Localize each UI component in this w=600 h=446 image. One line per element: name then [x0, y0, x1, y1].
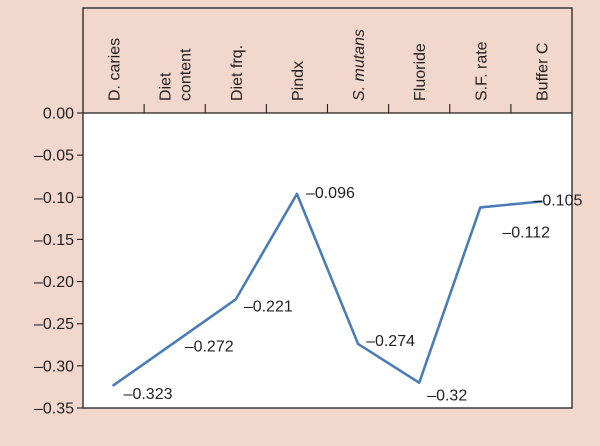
x-tick-label: Fluoride [412, 43, 429, 101]
y-tick-label: –0.05 [34, 148, 74, 165]
x-tick-label: Diet [158, 72, 175, 101]
data-label: –0.272 [185, 338, 234, 355]
y-tick-label: –0.35 [34, 401, 74, 418]
data-label: –0.274 [366, 333, 415, 350]
data-label: –0.105 [533, 193, 582, 210]
y-tick-label: 0.00 [43, 106, 74, 123]
x-tick-label: Buffer C [534, 43, 551, 101]
x-tick-label: Diet frq. [229, 45, 246, 101]
data-label: –0.096 [306, 185, 355, 202]
data-label: –0.221 [244, 298, 293, 315]
y-tick-label: –0.25 [34, 316, 74, 333]
y-tick-label: –0.15 [34, 232, 74, 249]
y-axis: 0.00 –0.05 –0.10 –0.15 –0.20 –0.25 –0.30 –0.35 [34, 106, 83, 418]
x-tick-label: content [178, 48, 195, 101]
data-label: –0.112 [502, 224, 550, 241]
x-tick-label: Pindx [290, 61, 307, 101]
y-tick-label: –0.20 [34, 274, 74, 291]
x-tick-label: D. caries [107, 38, 124, 101]
y-tick-label: –0.10 [34, 190, 74, 207]
y-tick-label: –0.30 [34, 358, 74, 375]
x-tick-label: S.F. rate [473, 41, 490, 101]
x-tick-label: S. mutans [351, 29, 368, 101]
chart-frame [83, 8, 572, 408]
data-label: –0.32 [427, 388, 467, 405]
data-label: –0.323 [124, 386, 173, 403]
plot-area [83, 113, 572, 408]
